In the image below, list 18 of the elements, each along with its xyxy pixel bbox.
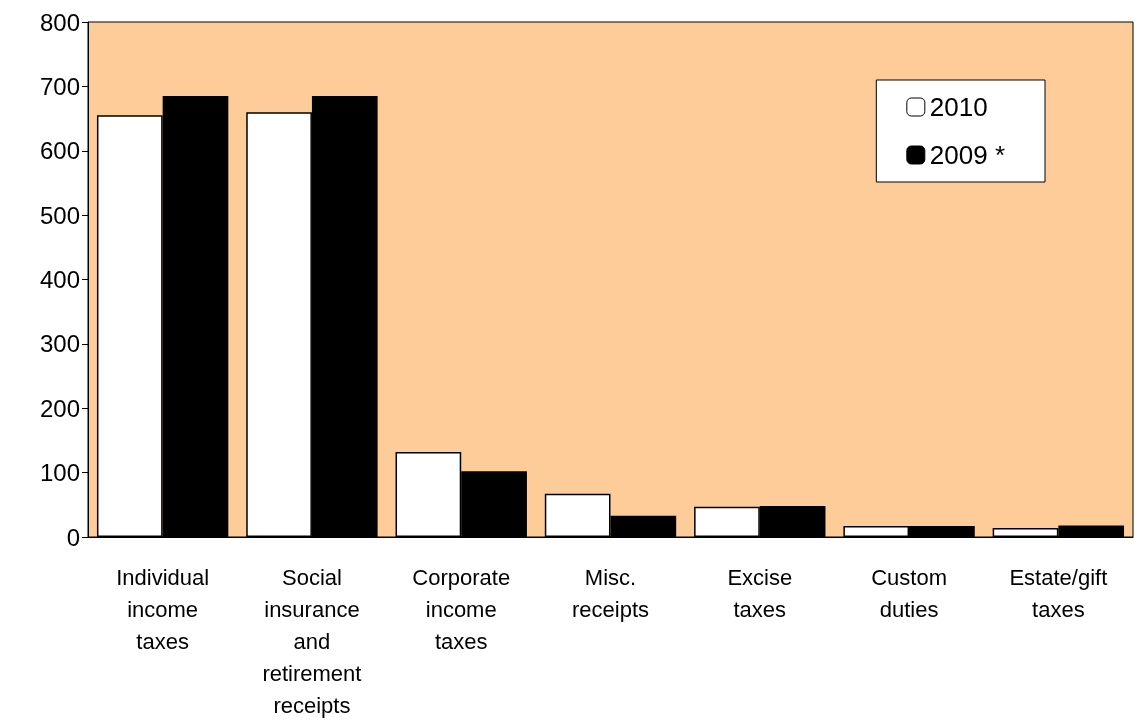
y-tick-label: 200 <box>39 394 80 422</box>
y-tick-label: 700 <box>39 72 80 100</box>
legend-label: 2010 <box>929 92 988 122</box>
y-tick-label: 500 <box>39 201 80 229</box>
y-tick-label: 800 <box>39 8 80 36</box>
x-tick-label: Misc. receipts <box>571 564 650 622</box>
x-tick-label: Custom duties <box>871 564 947 622</box>
x-tick-label: Estate/gift taxes <box>1009 564 1108 622</box>
y-tick-label: 100 <box>39 459 80 487</box>
y-tick-label: 300 <box>39 330 80 358</box>
y-tick-label: 600 <box>39 137 80 165</box>
x-tick-label: Excise taxes <box>727 564 793 622</box>
x-tick-label: Social insurance and retirement receipts <box>262 564 362 718</box>
x-tick-label: Corporate income taxes <box>412 564 511 654</box>
y-tick-label: 400 <box>39 266 80 293</box>
legend-label: 2009 * <box>929 140 1006 170</box>
y-tick-label: 0 <box>66 523 80 551</box>
x-tick-label: Individual income taxes <box>116 564 210 654</box>
